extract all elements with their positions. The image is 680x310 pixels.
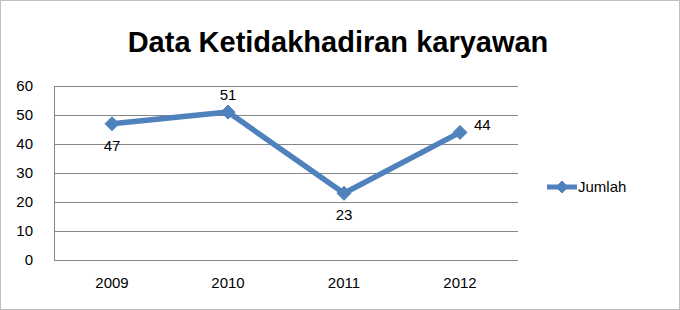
grid-line — [54, 144, 518, 145]
x-tick-label: 2009 — [95, 274, 128, 291]
y-axis-line — [54, 86, 55, 260]
data-point — [453, 125, 467, 139]
grid-line — [54, 173, 518, 174]
grid-line — [54, 260, 518, 261]
y-tick-label: 0 — [25, 251, 33, 268]
data-label: 23 — [336, 206, 353, 223]
y-tick-label: 30 — [16, 164, 33, 181]
x-axis-line — [54, 260, 518, 261]
chart-svg: Data Ketidakhadiran karyawan 0 10 20 30 40 50 6… — [0, 0, 680, 310]
data-point — [105, 117, 119, 131]
grid-line — [54, 115, 518, 116]
y-tick-label: 50 — [16, 106, 33, 123]
x-tick-label: 2012 — [443, 274, 476, 291]
legend-marker — [556, 181, 568, 193]
chart-title: Data Ketidakhadiran karyawan — [128, 26, 549, 58]
data-point — [337, 186, 351, 200]
data-point — [221, 105, 235, 119]
data-label: 51 — [220, 86, 237, 103]
plot-area — [105, 105, 467, 200]
x-tick-label: 2010 — [211, 274, 244, 291]
series-line — [112, 112, 460, 193]
legend-label: Jumlah — [578, 178, 626, 195]
data-labels: 47 51 23 44 — [104, 86, 491, 223]
x-tick-label: 2011 — [328, 274, 360, 291]
data-label: 44 — [474, 116, 491, 133]
grid-line — [54, 86, 518, 87]
data-label: 47 — [104, 137, 121, 154]
y-tick-label: 60 — [16, 77, 33, 94]
y-tick-label: 10 — [16, 222, 33, 239]
y-tick-label: 40 — [16, 135, 33, 152]
chart-container: Data Ketidakhadiran karyawan 0 10 20 30 40 50 6… — [0, 0, 680, 310]
legend: Jumlah — [547, 178, 626, 195]
y-tick-label: 20 — [16, 193, 33, 210]
grid-line — [54, 202, 518, 203]
grid-line — [54, 231, 518, 232]
chart-frame — [1, 1, 680, 310]
